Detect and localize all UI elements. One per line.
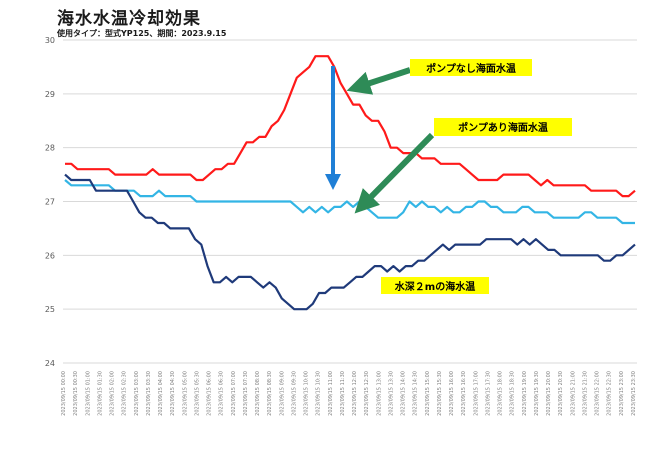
x-tick-label: 2023/09/15 00:00 <box>61 371 67 416</box>
x-tick-label: 2023/09/15 10:00 <box>304 371 310 416</box>
label-depth-2m: 水深２mの海水温 <box>381 277 489 294</box>
x-tick-label: 2023/09/15 20:00 <box>546 371 552 416</box>
x-tick-label: 2023/09/15 01:00 <box>85 371 91 416</box>
x-tick-label: 2023/09/15 07:00 <box>231 371 237 416</box>
pointer-arrow-with-pump <box>354 132 435 214</box>
x-tick-label: 2023/09/15 04:00 <box>158 371 164 416</box>
y-tick-label: 28 <box>45 144 55 153</box>
series-line-2 <box>64 179 635 225</box>
x-tick-label: 2023/09/15 18:00 <box>498 371 504 416</box>
annotation-labels: ポンプなし海面水温 ポンプあり海面水温 水深２mの海水温 <box>381 59 572 294</box>
y-axis-ticks: 24 25 26 27 28 29 30 <box>45 36 55 368</box>
annotation-arrows <box>325 66 435 214</box>
x-tick-label: 2023/09/15 12:00 <box>352 371 358 416</box>
x-tick-label: 2023/09/15 21:30 <box>582 371 588 416</box>
x-tick-label: 2023/09/15 03:00 <box>134 371 140 416</box>
y-tick-label: 29 <box>45 90 55 99</box>
x-tick-label: 2023/09/15 06:30 <box>219 371 225 416</box>
x-tick-label: 2023/09/15 22:30 <box>607 371 613 416</box>
x-tick-label: 2023/09/15 10:30 <box>316 371 322 416</box>
x-tick-label: 2023/09/15 16:30 <box>461 371 467 416</box>
x-tick-label: 2023/09/15 06:00 <box>207 371 213 416</box>
x-tick-label: 2023/09/15 03:30 <box>146 371 152 416</box>
series-line-3 <box>64 173 636 311</box>
x-tick-label: 2023/09/15 15:00 <box>425 371 431 416</box>
y-tick-label: 24 <box>45 359 55 368</box>
x-tick-label: 2023/09/15 16:00 <box>449 371 455 416</box>
label-with-pump: ポンプあり海面水温 <box>434 118 572 136</box>
x-tick-label: 2023/09/15 08:00 <box>255 371 261 416</box>
x-tick-label: 2023/09/15 15:30 <box>437 371 443 416</box>
chart-subtitle: 使用タイプ：型式YP125、期間：2023.9.15 <box>57 29 227 38</box>
x-tick-label: 2023/09/15 02:30 <box>122 371 128 416</box>
x-tick-label: 2023/09/15 19:30 <box>534 371 540 416</box>
x-tick-label: 2023/09/15 05:30 <box>194 371 200 416</box>
x-tick-label: 2023/09/15 01:30 <box>97 371 103 416</box>
x-tick-label: 2023/09/15 23:30 <box>631 371 637 416</box>
x-tick-label: 2023/09/15 20:30 <box>558 371 564 416</box>
y-tick-label: 27 <box>45 198 55 207</box>
pointer-arrow-no-pump <box>346 67 411 95</box>
x-tick-label: 2023/09/15 22:00 <box>595 371 601 416</box>
x-tick-label: 2023/09/15 19:00 <box>522 371 528 416</box>
x-tick-label: 2023/09/15 17:30 <box>485 371 491 416</box>
y-tick-label: 30 <box>45 36 55 45</box>
x-tick-label: 2023/09/15 23:00 <box>619 371 625 416</box>
y-tick-label: 26 <box>45 251 55 260</box>
label-depth-2m-text: 水深２mの海水温 <box>394 280 475 293</box>
y-tick-label: 25 <box>45 305 55 314</box>
label-with-pump-text: ポンプあり海面水温 <box>458 121 548 134</box>
chart-title: 海水水温冷却効果 <box>57 9 201 29</box>
x-tick-label: 2023/09/15 13:00 <box>376 371 382 416</box>
series-line-1 <box>65 55 636 198</box>
x-tick-label: 2023/09/15 07:30 <box>243 371 249 416</box>
x-tick-label: 2023/09/15 08:30 <box>267 371 273 416</box>
x-tick-label: 2023/09/15 13:30 <box>388 371 394 416</box>
x-tick-label: 2023/09/15 14:00 <box>401 371 407 416</box>
x-tick-label: 2023/09/15 18:30 <box>510 371 516 416</box>
label-no-pump: ポンプなし海面水温 <box>410 59 532 76</box>
x-tick-label: 2023/09/15 11:30 <box>340 371 346 416</box>
x-tick-label: 2023/09/15 09:00 <box>279 371 285 416</box>
x-tick-label: 2023/09/15 11:00 <box>328 371 334 416</box>
x-tick-label: 2023/09/15 09:30 <box>291 371 297 416</box>
x-axis-ticks: 2023/09/15 00:00 2023/09/15 00:30 2023/09/… <box>61 371 637 416</box>
x-tick-label: 2023/09/15 12:30 <box>364 371 370 416</box>
series-lines <box>64 55 636 311</box>
x-tick-label: 2023/09/15 17:00 <box>473 371 479 416</box>
x-tick-label: 2023/09/15 14:30 <box>413 371 419 416</box>
x-tick-label: 2023/09/15 04:30 <box>170 371 176 416</box>
x-tick-label: 2023/09/15 05:00 <box>182 371 188 416</box>
x-tick-label: 2023/09/15 02:00 <box>110 371 116 416</box>
gridlines <box>63 39 637 364</box>
x-tick-label: 2023/09/15 00:30 <box>73 371 79 416</box>
x-tick-label: 2023/09/15 21:00 <box>570 371 576 416</box>
label-no-pump-text: ポンプなし海面水温 <box>426 62 516 75</box>
